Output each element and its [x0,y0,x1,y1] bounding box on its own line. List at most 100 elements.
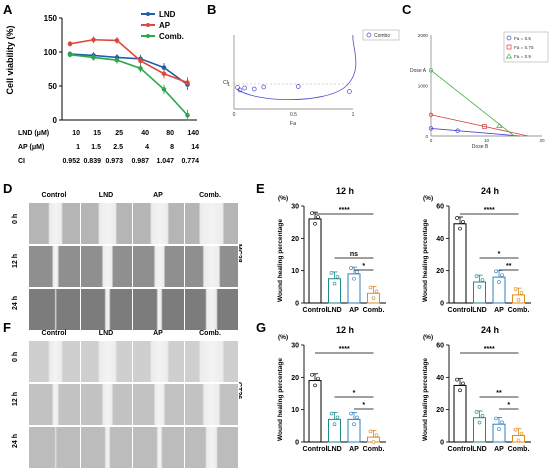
a-point [114,38,120,43]
a-ylabel: Cell viability (%) [5,25,15,94]
g-24h-point [500,420,504,425]
d-col-ap: AP [153,192,163,199]
e-12h-point [352,276,356,281]
chart-b: CI 1 0 0.5 1 Fa Combo [223,29,400,127]
a-point [161,87,167,92]
a-cell-ap: 2.5 [113,144,123,151]
c-point [482,124,487,129]
g-24h-sig-label: * [507,402,510,409]
e-24h-ytick-label: 20 [436,268,444,275]
a-point [91,37,96,43]
g-24h-point [477,420,482,425]
f-col-control: Control [41,330,67,337]
e-12h-point [335,275,340,279]
g-12h-ytick-label: 20 [291,375,299,382]
a-cell-ap: 1 [76,144,80,151]
g-24h-point [474,410,479,414]
g-24h-xtick-label: AP [494,446,504,453]
chart-e: 12 h (%) Wound healing percentage 0 10 20 30 Co… [277,186,531,314]
c-xlabel: Dose B [472,144,489,150]
a-point [161,71,167,77]
d-col-lnd: LND [98,192,114,199]
e-12h-sig-label: * [362,263,365,270]
g-12h-point [335,415,340,420]
f-micrograph [184,426,239,469]
a-cell-ap: 1.5 [91,144,101,151]
a-legend: LND AP Comb. [141,10,184,41]
e-12h-point [371,296,376,300]
g-12h-point [355,415,359,420]
e-12h-ytick-label: 20 [291,236,299,243]
b-legend-symbol [366,32,372,38]
c-ylabel: Dose A [410,68,427,74]
d-micrograph [132,288,187,331]
panel-label-a: A [3,2,13,17]
b-point [251,86,257,92]
g-24h-point [480,414,485,418]
a-ytick-label: 150 [44,14,58,23]
a-cell-ci: 0.973 [105,158,123,165]
e-24h-title: 24 h [481,186,499,196]
c-xtick-label: 20 [539,138,545,143]
g-24h-sig-label: **** [484,346,495,353]
b-ylabel: CI [223,80,229,86]
a-point [67,41,73,47]
a-cell-lnd: 80 [166,130,174,137]
g-12h-xtick-label: AP [349,446,359,453]
e-12h-point [332,281,337,286]
c-legend-fa50: Fa = 0.5 [514,36,531,41]
e-24h-xtick-label: Control [448,307,473,314]
d-row-24h: 24 h [12,295,19,310]
b-ytick: 1 [227,82,230,88]
g-24h-title: 24 h [481,325,499,335]
g-24h-point [497,427,501,431]
e-24h-sig-label: ** [506,263,512,270]
c-point [455,128,460,133]
c-isobologram-line [430,70,515,137]
f-row-24h: 24 h [12,433,19,448]
a-row-lnd: LND (μM) [18,130,49,137]
g-24h-xtick-label: LND [472,446,486,453]
e-24h-point [513,287,518,291]
b-legend-label: Combo [374,33,390,39]
g-12h-point [374,433,379,438]
d-micrograph [80,288,135,331]
e-24h-xtick-label: LND [472,307,486,314]
a-line-ap [69,38,188,84]
e-12h-sig-label: **** [339,207,350,214]
g-24h-point [494,416,498,421]
a-cell-ci: 1.047 [156,158,174,165]
a-line-lnd [69,53,188,86]
f-micrograph [28,383,83,426]
panel-f: Control LND AP Comb. 0 h 12 h 24 h CT26 [0,326,252,469]
g-12h-xtick-label: Control [303,446,328,453]
e-12h-point [316,215,320,219]
panel-label-b: B [207,2,217,17]
g-12h-point [352,422,356,427]
e-12h-ytick-label: 0 [295,301,299,308]
c-point [428,68,434,73]
a-legend-lnd: LND [159,10,176,19]
g-12h-point [329,411,334,416]
e-12h-xtick-label: LND [327,307,341,314]
d-row-12h: 12 h [12,253,19,268]
g-12h-point [313,383,317,388]
e-12h-point [374,289,379,294]
g-24h-point [461,381,465,386]
b-xtick-label: 0.5 [290,112,297,118]
c-xtick-label: 10 [484,138,490,143]
d-micrograph [184,245,239,288]
b-xtick-label: 1 [352,112,355,118]
g-12h-bar [308,380,322,443]
a-point [114,57,120,63]
b-point [295,84,301,89]
d-micrograph [132,202,187,245]
b-point [237,87,243,93]
f-micrograph [28,340,83,383]
g-12h-ytick-label: 10 [291,407,299,414]
a-cell-ap: 4 [145,144,149,151]
c-point [496,122,503,129]
e-24h-point [519,291,524,295]
a-table: LND (μM) AP (μM) CI 10 15 25 40 80 140 1 1.5 2.5… [18,130,199,165]
e-12h-point [310,211,314,215]
